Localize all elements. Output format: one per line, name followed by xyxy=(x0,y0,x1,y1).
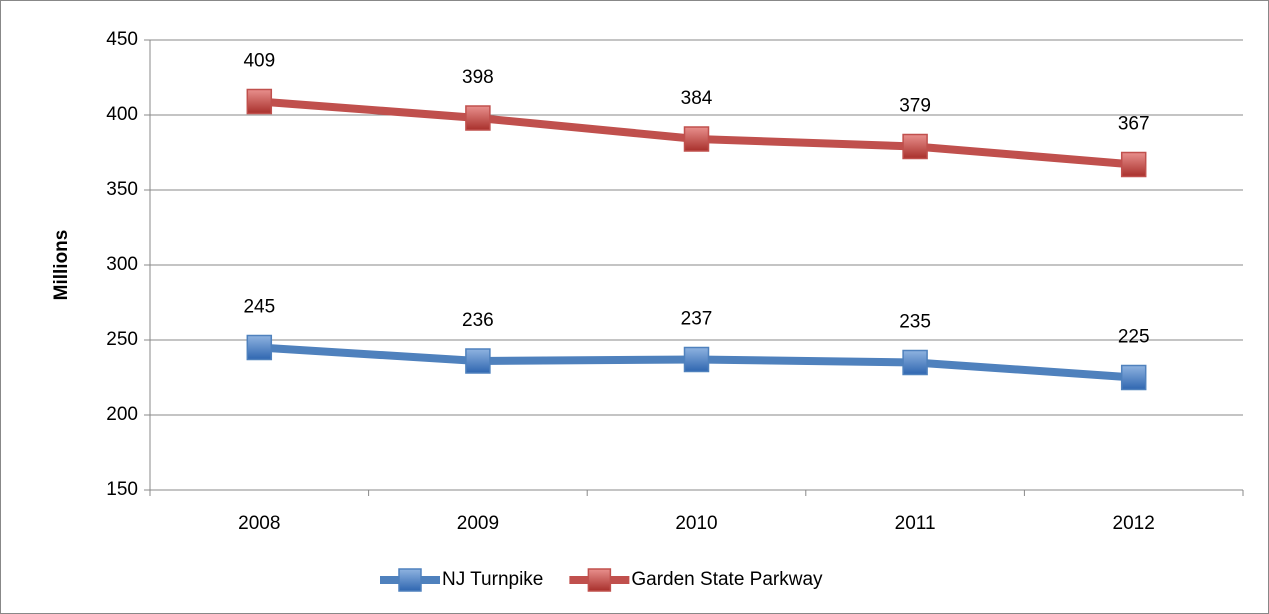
marker xyxy=(465,105,491,131)
marker xyxy=(246,334,273,361)
x-tick-label: 2009 xyxy=(457,513,499,534)
data-label: 384 xyxy=(681,88,713,109)
marker xyxy=(683,346,710,373)
marker xyxy=(465,348,491,374)
x-tick-label: 2010 xyxy=(675,513,717,534)
x-tick-label: 2012 xyxy=(1113,513,1155,534)
x-tick-label: 2011 xyxy=(895,513,936,534)
data-label: 398 xyxy=(462,67,494,88)
data-label: 245 xyxy=(243,297,275,318)
x-tick-label: 2008 xyxy=(238,513,280,534)
data-label: 237 xyxy=(681,309,713,330)
legend-marker xyxy=(398,568,422,592)
data-label: 225 xyxy=(1118,327,1150,348)
y-tick-label: 250 xyxy=(106,329,138,350)
y-axis-label: Millions xyxy=(51,230,72,301)
data-label: 235 xyxy=(899,312,931,333)
data-label: 367 xyxy=(1118,114,1150,135)
legend-marker xyxy=(587,568,612,592)
y-tick-label: 350 xyxy=(106,179,138,200)
data-label: 379 xyxy=(899,96,931,117)
marker xyxy=(683,126,710,152)
legend-label: Garden State Parkway xyxy=(631,569,823,590)
marker xyxy=(1120,364,1147,391)
legend-label: NJ Turnpike xyxy=(442,569,543,590)
y-tick-label: 150 xyxy=(106,479,138,500)
y-tick-label: 450 xyxy=(106,29,138,50)
data-label: 236 xyxy=(462,310,494,331)
marker xyxy=(902,133,928,160)
y-tick-label: 200 xyxy=(106,404,138,425)
marker xyxy=(1120,151,1147,178)
marker xyxy=(246,88,273,115)
y-tick-label: 300 xyxy=(106,254,138,275)
y-tick-label: 400 xyxy=(106,104,138,125)
marker xyxy=(902,349,928,376)
data-label: 409 xyxy=(243,51,275,72)
